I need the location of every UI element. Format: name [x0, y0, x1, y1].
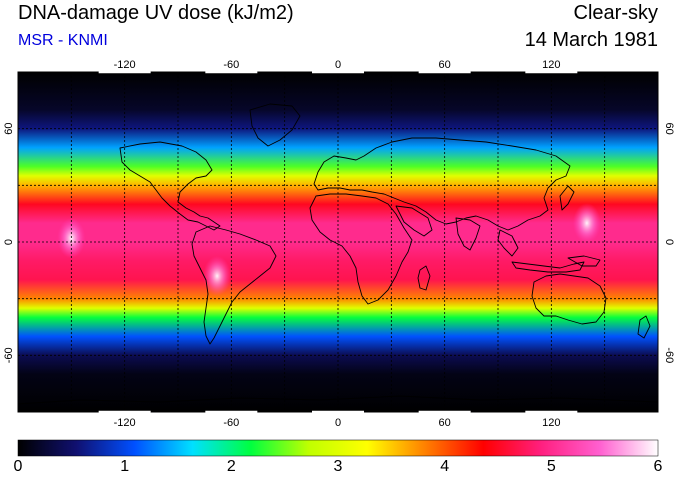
dose-hotspots [57, 203, 601, 296]
lon-tick-label-bottom: 0 [335, 417, 341, 429]
lon-tick-label-top: 0 [335, 59, 341, 71]
graticule [18, 72, 658, 412]
lon-tick-label-bottom: 60 [439, 417, 451, 429]
colorbar-frame [17, 439, 659, 457]
map-title: DNA-damage UV dose (kJ/m2) [18, 2, 294, 24]
hotspot-andes [203, 256, 232, 296]
sky-condition-label: Clear-sky [573, 2, 658, 24]
lon-tick-label-top: 120 [542, 59, 560, 71]
colorbar [18, 440, 658, 456]
colorbar-tick-label: 6 [653, 458, 663, 475]
lon-tick-label-bottom: -60 [223, 417, 239, 429]
lon-tick-label-top: 60 [439, 59, 451, 71]
lat-tick-label-right: 60 [663, 123, 675, 135]
lon-tick-label-top: -60 [223, 59, 239, 71]
lon-tick-label-bottom: -120 [114, 417, 136, 429]
hotspot-pacific [57, 218, 86, 259]
coastline-antarctica [18, 395, 658, 405]
colorbar-tick-label: 2 [226, 458, 236, 475]
lat-tick-label-left: 0 [3, 239, 15, 245]
coastline-europe-asia [313, 137, 571, 231]
hotspot-new-guinea [572, 203, 601, 244]
institution-label: MSR - KNMI [18, 32, 108, 49]
lon-tick-label-bottom: 120 [542, 417, 560, 429]
coastline-new-guinea [567, 255, 601, 267]
coastline-north-america [119, 141, 221, 231]
lon-tick-label-top: -120 [114, 59, 136, 71]
lat-tick-label-right: -60 [663, 347, 675, 363]
coastline-greenland [249, 103, 301, 147]
map-panel [18, 72, 658, 412]
coastline-australia [531, 273, 607, 325]
colorbar-tick-label: 0 [13, 458, 23, 475]
coastline-japan [559, 185, 575, 211]
date-label: 14 March 1981 [524, 29, 658, 51]
coastline-new-zealand [637, 315, 651, 339]
lat-tick-label-right: 0 [663, 239, 675, 245]
colorbar-tick-label: 1 [120, 458, 130, 475]
axis-ticks [98, 70, 578, 414]
colorbar-tick-label: 4 [440, 458, 450, 475]
colorbar-tick-label: 5 [546, 458, 556, 475]
coastlines [18, 103, 658, 405]
coastline-arabia [395, 205, 433, 237]
lat-tick-label-left: -60 [3, 347, 15, 363]
coastline-africa [309, 193, 413, 305]
lat-tick-label-left: 60 [3, 123, 15, 135]
colorbar-tick-label: 3 [333, 458, 343, 475]
coastline-madagascar [417, 265, 431, 291]
axis-tick-labels: -120 -120 -60 -60 0 0 60 60 120 120 -60 -60 0 0 60 60 [3, 59, 675, 429]
coastline-india [455, 217, 481, 251]
coastline-south-america [191, 225, 277, 345]
